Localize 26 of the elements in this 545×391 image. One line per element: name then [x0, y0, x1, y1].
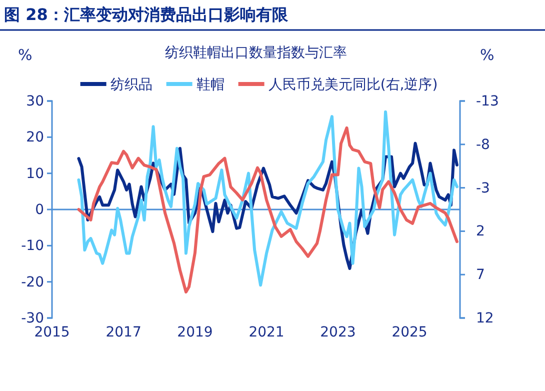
- legend-label: 人民币兑美元同比(右,逆序): [268, 77, 438, 93]
- chart-subtitle: 纺织鞋帽出口数量指数与汇率: [165, 45, 347, 61]
- y-tick-label: 0: [35, 202, 44, 218]
- x-tick-label: 2019: [177, 324, 213, 340]
- y-tick-label: 10: [26, 166, 44, 182]
- x-tick-label: 2015: [34, 324, 70, 340]
- y-tick-label: -30: [21, 310, 44, 326]
- y2-tick-label: -8: [476, 136, 490, 153]
- chart-title: 图 28：汇率变动对消费品出口影响有限: [4, 5, 289, 24]
- x-tick-label: 2017: [106, 324, 142, 340]
- x-tick-label: 2025: [392, 324, 428, 340]
- y2-axis-title: %: [480, 46, 494, 64]
- y-tick-label: -10: [21, 238, 44, 254]
- y2-tick-label: 2: [476, 224, 485, 240]
- x-tick-label: 2021: [248, 324, 284, 340]
- y-tick-label: 30: [26, 93, 44, 110]
- y2-tick-label: 7: [476, 267, 485, 284]
- y2-tick-label: 12: [476, 310, 494, 326]
- y-tick-label: 20: [26, 130, 44, 146]
- y-axis-title: %: [18, 46, 32, 64]
- legend-label: 鞋帽: [196, 77, 224, 93]
- y2-tick-label: -3: [476, 180, 490, 196]
- y2-tick-label: -13: [476, 93, 499, 110]
- y-tick-label: -20: [21, 274, 44, 290]
- legend-label: 纺织品: [110, 77, 152, 93]
- x-tick-label: 2023: [320, 324, 356, 340]
